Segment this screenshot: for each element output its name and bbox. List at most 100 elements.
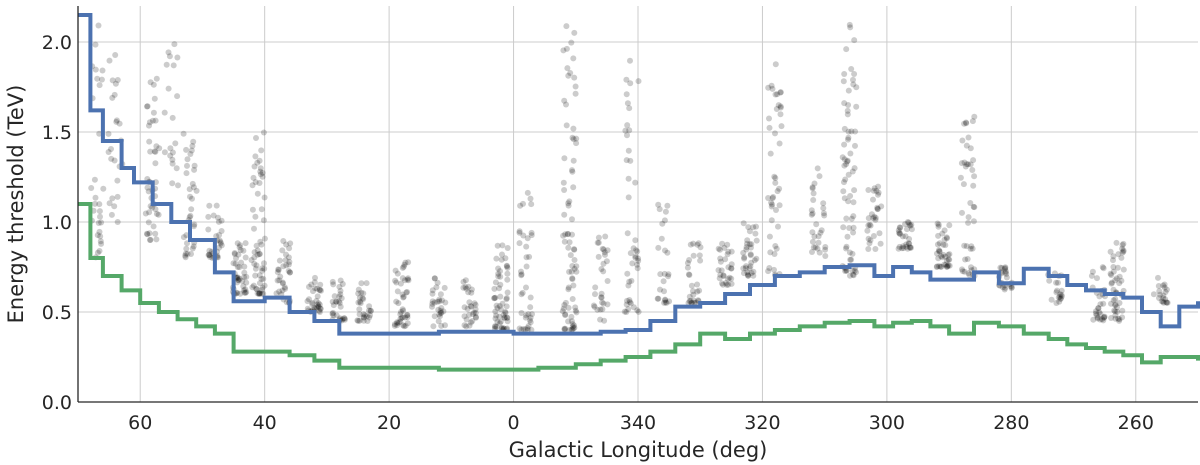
scatter-point (394, 319, 401, 326)
scatter-point (525, 311, 532, 318)
scatter-point (662, 247, 668, 254)
scatter-point (597, 306, 604, 313)
scatter-point (970, 157, 977, 164)
scatter-point (655, 295, 662, 302)
scatter-point (150, 109, 157, 116)
scatter-point (871, 185, 878, 192)
scatter-point (569, 167, 575, 174)
scatter-point (816, 249, 823, 256)
scatter-point (259, 169, 266, 176)
scatter-point (903, 243, 910, 250)
scatter-point (189, 195, 195, 202)
scatter-point (943, 235, 950, 242)
scatter-point (690, 291, 697, 298)
scatter-point (361, 312, 368, 319)
scatter-point (497, 306, 504, 313)
scatter-point (822, 246, 829, 253)
scatter-point (187, 193, 193, 200)
scatter-point (1115, 315, 1122, 322)
scatter-point (183, 232, 190, 239)
scatter-point (395, 319, 402, 326)
scatter-point (116, 120, 123, 127)
scatter-point (249, 206, 256, 213)
scatter-point (497, 318, 504, 325)
scatter-point (934, 263, 941, 270)
scatter-point (1055, 279, 1061, 286)
scatter-point (105, 130, 112, 137)
scatter-point (170, 62, 177, 69)
scatter-point (777, 103, 784, 110)
scatter-point (165, 85, 172, 92)
scatter-point (109, 195, 116, 202)
scatter-point (723, 281, 730, 288)
scatter-point (743, 244, 750, 251)
scatter-point (315, 300, 322, 307)
scatter-point (145, 188, 152, 195)
scatter-point (1119, 307, 1126, 314)
scatter-point (467, 303, 474, 309)
scatter-point (565, 318, 572, 325)
scatter-point (725, 281, 732, 288)
scatter-point (999, 284, 1006, 291)
scatter-point (936, 240, 943, 247)
scatter-point (561, 326, 568, 333)
scatter-point (1112, 301, 1119, 308)
scatter-point (279, 279, 286, 286)
scatter-point (112, 52, 119, 58)
scatter-point (938, 253, 945, 260)
scatter-point (809, 210, 816, 217)
scatter-point (1120, 240, 1127, 247)
scatter-point (190, 184, 197, 191)
scatter-point (1155, 283, 1162, 289)
scatter-point (366, 307, 372, 314)
scatter-point (600, 300, 607, 307)
scatter-point (745, 271, 751, 278)
scatter-point (686, 257, 693, 263)
scatter-point (460, 278, 467, 285)
scatter-point (691, 300, 698, 306)
scatter-point (99, 67, 106, 74)
scatter-point (524, 189, 531, 196)
scatter-point (592, 284, 599, 291)
scatter-point (753, 237, 760, 244)
scatter-point (363, 280, 370, 287)
scatter-point (568, 326, 575, 333)
scatter-point (94, 75, 101, 82)
scatter-point (142, 210, 149, 217)
scatter-point (463, 316, 470, 323)
scatter-point (1101, 314, 1108, 321)
scatter-point (595, 253, 602, 260)
scatter-point (205, 226, 212, 233)
scatter-point (497, 273, 504, 280)
scatter-point (397, 315, 404, 322)
scatter-point (316, 301, 323, 308)
scatter-point (431, 313, 438, 320)
scatter-point (766, 233, 773, 240)
scatter-point (216, 244, 222, 251)
scatter-point (243, 289, 250, 296)
scatter-point (472, 310, 479, 316)
scatter-point (404, 312, 411, 319)
scatter-point (897, 230, 904, 237)
scatter-point (306, 283, 312, 290)
scatter-point (941, 261, 948, 268)
scatter-point (275, 266, 282, 273)
scatter-point (217, 239, 224, 246)
scatter-point (367, 308, 374, 314)
scatter-point (236, 275, 243, 282)
scatter-point (97, 213, 103, 220)
scatter-point (772, 179, 779, 186)
scatter-point (848, 256, 855, 263)
scatter-point (330, 281, 337, 288)
scatter-point (518, 326, 525, 333)
scatter-point (256, 251, 263, 258)
scatter-point (493, 255, 500, 262)
scatter-point (152, 230, 159, 237)
scatter-point (251, 254, 258, 261)
scatter-point (496, 303, 503, 309)
scatter-point (935, 255, 942, 262)
scatter-point (1108, 315, 1115, 321)
scatter-point (464, 305, 471, 312)
scatter-point (936, 263, 943, 270)
scatter-point (332, 298, 339, 305)
